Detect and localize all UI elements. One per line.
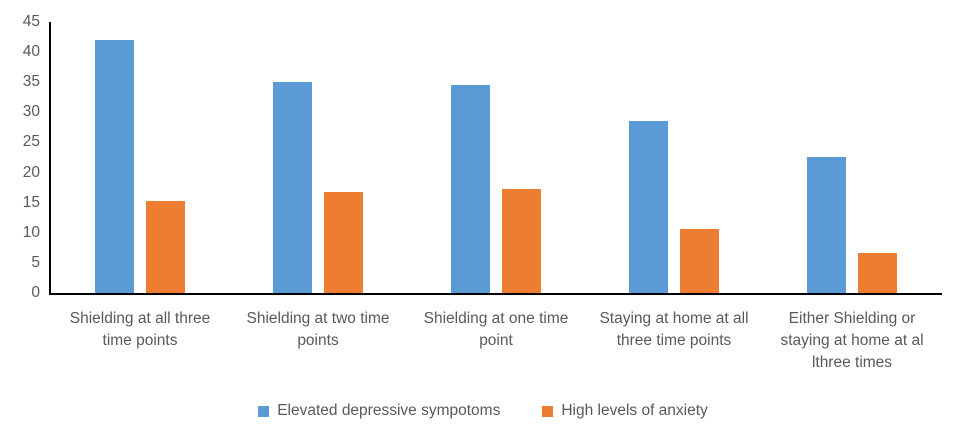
category-label-1: Shielding at two time points [246, 310, 390, 349]
category-label-4: Either Shielding or staying at home at a… [780, 310, 924, 371]
y-tick-label-10: 10 [22, 223, 40, 241]
bar-series0-cat1 [273, 82, 312, 293]
legend: Elevated depressive sympotoms High levels… [0, 401, 966, 421]
bar-series0-cat4 [807, 157, 846, 293]
bar-series1-cat1 [324, 192, 363, 293]
y-tick-label-45: 45 [22, 13, 40, 30]
legend-item-1: High levels of anxiety [542, 401, 708, 421]
bar-series1-cat2 [502, 189, 541, 293]
bar-series0-cat3 [629, 121, 668, 293]
legend-label-0: Elevated depressive sympotoms [277, 402, 501, 419]
category-label-3: Staying at home at all three time points [599, 310, 749, 349]
legend-label-1: High levels of anxiety [561, 402, 708, 419]
y-tick-label-35: 35 [22, 73, 40, 91]
x-axis-line [49, 293, 942, 295]
bar-series0-cat0 [95, 40, 134, 293]
y-axis-line [49, 22, 51, 295]
bar-series1-cat4 [858, 253, 897, 293]
y-tick-label-40: 40 [22, 43, 40, 61]
legend-swatch-icon [542, 405, 554, 417]
bar-series0-cat2 [451, 85, 490, 293]
y-tick-label-5: 5 [31, 253, 40, 271]
y-tick-label-30: 30 [22, 103, 40, 121]
y-tick-label-0: 0 [31, 284, 40, 301]
category-label-2: Shielding at one time point [423, 310, 569, 349]
y-tick-label-15: 15 [22, 193, 40, 211]
bar-series1-cat0 [146, 201, 185, 293]
y-tick-label-25: 25 [22, 133, 40, 151]
bar-series1-cat3 [680, 229, 719, 293]
legend-item-0: Elevated depressive sympotoms [258, 401, 500, 421]
category-label-0: Shielding at all three time points [69, 310, 211, 349]
y-tick-label-20: 20 [22, 163, 40, 181]
legend-swatch-icon [258, 405, 270, 417]
